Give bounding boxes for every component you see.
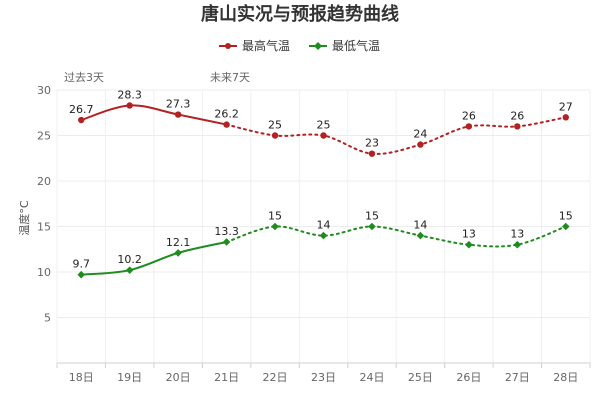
series-min-point[interactable] xyxy=(561,222,570,231)
series-max-point[interactable] xyxy=(223,121,230,128)
series-max-data-label: 24 xyxy=(413,128,427,141)
x-tick-label: 22日 xyxy=(263,371,288,384)
series-min-data-label: 13 xyxy=(462,228,476,241)
forecast-period-label: 未来7天 xyxy=(210,71,250,84)
series-min-point[interactable] xyxy=(77,270,86,279)
x-tick-label: 19日 xyxy=(117,371,142,384)
series-min-point[interactable] xyxy=(174,249,182,257)
y-tick-label: 20 xyxy=(37,175,51,188)
series-min-observed-line xyxy=(81,240,227,276)
plot-area: 5 10 15 20 25 30 18日 19日 20日 21日 22日 23日 24日 25日 26日 27… xyxy=(37,84,591,384)
x-tick-label: 21日 xyxy=(214,371,239,384)
series-min-data-label: 12.1 xyxy=(166,236,191,249)
y-tick-label: 25 xyxy=(37,130,51,143)
series-min-data-label: 15 xyxy=(559,210,573,223)
series-min-point[interactable] xyxy=(319,231,328,240)
series-min-point[interactable] xyxy=(465,240,473,249)
series-max-point[interactable] xyxy=(78,116,85,124)
legend: 最高气温 最低气温 xyxy=(219,38,380,53)
series-max-data-label: 25 xyxy=(317,119,331,132)
series-max-point[interactable] xyxy=(514,123,521,130)
series-max-data-label: 27 xyxy=(559,100,573,113)
series-min-data-label: 15 xyxy=(365,210,379,223)
series-max-point[interactable] xyxy=(368,150,376,157)
series-min-data-label: 14 xyxy=(413,219,427,232)
series-max-data-label: 25 xyxy=(268,119,282,132)
past-period-label: 过去3天 xyxy=(64,71,104,84)
series-max-observed-line xyxy=(80,104,227,126)
series-min-point[interactable] xyxy=(125,266,134,274)
chart-title: 唐山实况与预报趋势曲线 xyxy=(201,3,399,25)
legend-max-label: 最高气温 xyxy=(242,38,290,53)
x-tick-label: 24日 xyxy=(359,371,384,384)
series-max-point[interactable] xyxy=(465,123,473,130)
legend-item-max[interactable]: 最高气温 xyxy=(219,38,290,53)
series-min-point[interactable] xyxy=(513,240,522,249)
y-tick-label: 15 xyxy=(37,221,51,234)
series-max-data-label: 27.3 xyxy=(166,98,191,111)
legend-max-marker xyxy=(225,43,231,49)
series-max-data-label: 28.3 xyxy=(117,88,142,101)
series-min-data-label: 10.2 xyxy=(117,253,142,266)
series-min-point[interactable] xyxy=(416,231,425,240)
series-max-data-label: 23 xyxy=(365,137,379,150)
series-min-point[interactable] xyxy=(368,222,376,231)
series-min-data-label: 13.3 xyxy=(214,225,239,238)
series-max-point[interactable] xyxy=(562,114,569,121)
x-tick-label: 25日 xyxy=(408,371,433,384)
series-max-point[interactable] xyxy=(126,102,133,109)
x-tick-label: 28日 xyxy=(553,371,578,384)
legend-item-min[interactable]: 最低气温 xyxy=(309,38,380,53)
series-max-data-label: 26.7 xyxy=(69,103,94,116)
x-tick-label: 18日 xyxy=(69,371,94,384)
series-max-point[interactable] xyxy=(417,141,424,148)
y-tick-label: 10 xyxy=(37,266,51,279)
series-min-data-label: 9.7 xyxy=(72,258,90,271)
x-tick-label: 23日 xyxy=(311,371,336,384)
y-tick-label: 5 xyxy=(44,312,51,325)
series-min-point[interactable] xyxy=(271,222,279,231)
x-tick-label: 20日 xyxy=(166,371,191,384)
series-max-point[interactable] xyxy=(320,132,327,139)
series-max-data-label: 26.2 xyxy=(214,108,239,121)
series-max-point[interactable] xyxy=(271,132,279,139)
series-min-forecast-line xyxy=(225,225,567,248)
series-min-point[interactable] xyxy=(222,238,231,246)
legend-min-label: 最低气温 xyxy=(332,38,380,53)
series-max-data-label: 26 xyxy=(510,109,524,122)
series-min-data-label: 14 xyxy=(317,219,331,232)
y-tick-label: 30 xyxy=(37,84,51,97)
legend-min-marker xyxy=(314,42,322,50)
series-max-point[interactable] xyxy=(174,111,182,118)
x-tick-label: 27日 xyxy=(505,371,530,384)
x-tick-label: 26日 xyxy=(456,371,481,384)
series-max-forecast-line xyxy=(225,116,567,155)
series-min-data-label: 13 xyxy=(510,228,524,241)
y-axis-title: 温度°C xyxy=(17,200,31,235)
series-max-data-label: 26 xyxy=(462,109,476,122)
series-min-data-label: 15 xyxy=(268,210,282,223)
